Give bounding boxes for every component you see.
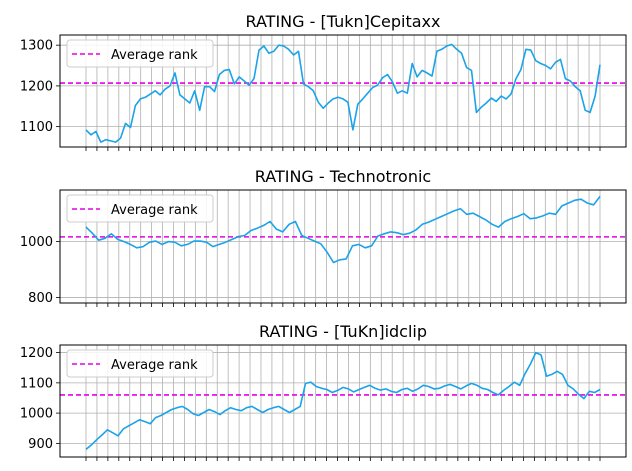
legend-box [66, 39, 214, 68]
chart-panel-2: RATING - Technotronic 800 1000 Average rank [20, 167, 627, 307]
chart-title: RATING - Technotronic [255, 167, 431, 186]
axes-frame [59, 34, 627, 148]
chart-panel-3: RATING - [TuKn]idclip 900 1000 1100 1200 Aver… [20, 322, 627, 461]
y-tick-label: 1100 [20, 376, 53, 391]
y-tick-label: 800 [28, 291, 53, 306]
y-tick-label: 1100 [20, 120, 53, 135]
rating-series-line [85, 351, 601, 451]
chart-title: RATING - [Tukn]Cepitaxx [246, 12, 441, 31]
chart-title: RATING - [TuKn]idclip [259, 322, 427, 341]
rating-series-line [85, 195, 601, 264]
legend-label: Average rank [111, 358, 198, 373]
y-tick-label: 1000 [20, 235, 53, 250]
rating-series-line [85, 43, 601, 143]
axes-frame [59, 189, 627, 304]
legend: Average rank [66, 39, 214, 68]
y-tick-label: 1000 [20, 407, 53, 422]
legend-label: Average rank [111, 203, 198, 218]
axes-frame [59, 344, 627, 458]
chart-panel-1: RATING - [Tukn]Cepitaxx 1100 1200 1300 Avera… [20, 12, 627, 151]
y-tick-label: 1300 [20, 39, 53, 54]
legend: Average rank [66, 194, 214, 223]
legend-box [66, 194, 214, 223]
legend: Average rank [66, 349, 214, 378]
y-tick-label: 900 [28, 437, 53, 452]
legend-box [66, 349, 214, 378]
y-tick-label: 1200 [20, 346, 53, 361]
legend-label: Average rank [111, 48, 198, 63]
y-tick-label: 1200 [20, 79, 53, 94]
